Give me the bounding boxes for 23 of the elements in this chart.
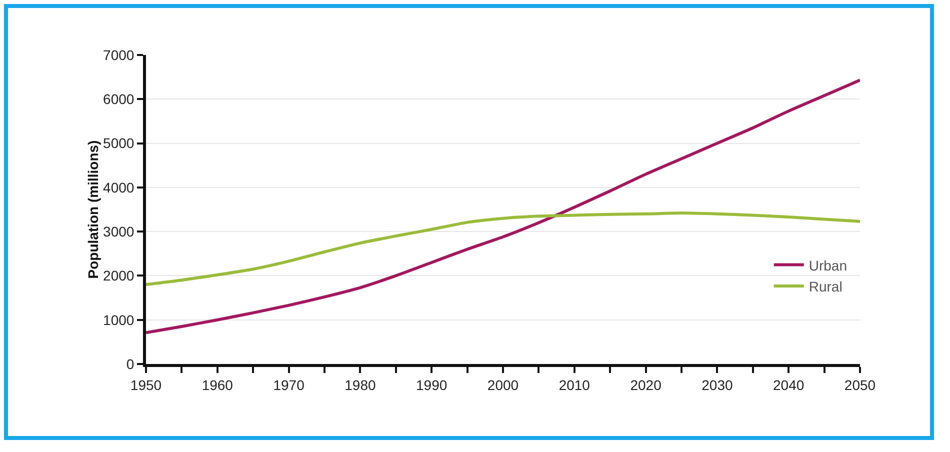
y-tick-label: 6000: [103, 91, 134, 108]
y-tick-label: 5000: [103, 135, 134, 152]
x-tick-label: 2010: [558, 376, 590, 393]
y-axis-title: Population (millions): [85, 140, 102, 279]
x-tick-label: 1970: [273, 376, 305, 393]
y-tick-label: 0: [126, 356, 134, 372]
x-tick-label: 2040: [773, 376, 804, 393]
y-tick-label: 2000: [103, 268, 134, 284]
x-tick-label: 1980: [344, 376, 376, 393]
y-tick-label: 7000: [103, 46, 134, 63]
legend-label: Urban: [808, 257, 847, 274]
x-tick-label: 1990: [416, 376, 448, 393]
y-tick-label: 1000: [103, 312, 134, 328]
x-tick-label: 2020: [630, 376, 662, 393]
legend-label: Rural: [808, 278, 842, 294]
y-tick-label: 4000: [103, 179, 134, 196]
x-tick-label: 2030: [702, 376, 733, 393]
line-series: [146, 78, 860, 334]
x-tick-label: 1960: [202, 376, 234, 393]
x-tick-label: 2000: [487, 376, 519, 393]
y-tick-label: 3000: [103, 223, 134, 240]
x-tick-label: 1950: [130, 376, 162, 393]
x-tick-label: 2050: [844, 376, 876, 393]
